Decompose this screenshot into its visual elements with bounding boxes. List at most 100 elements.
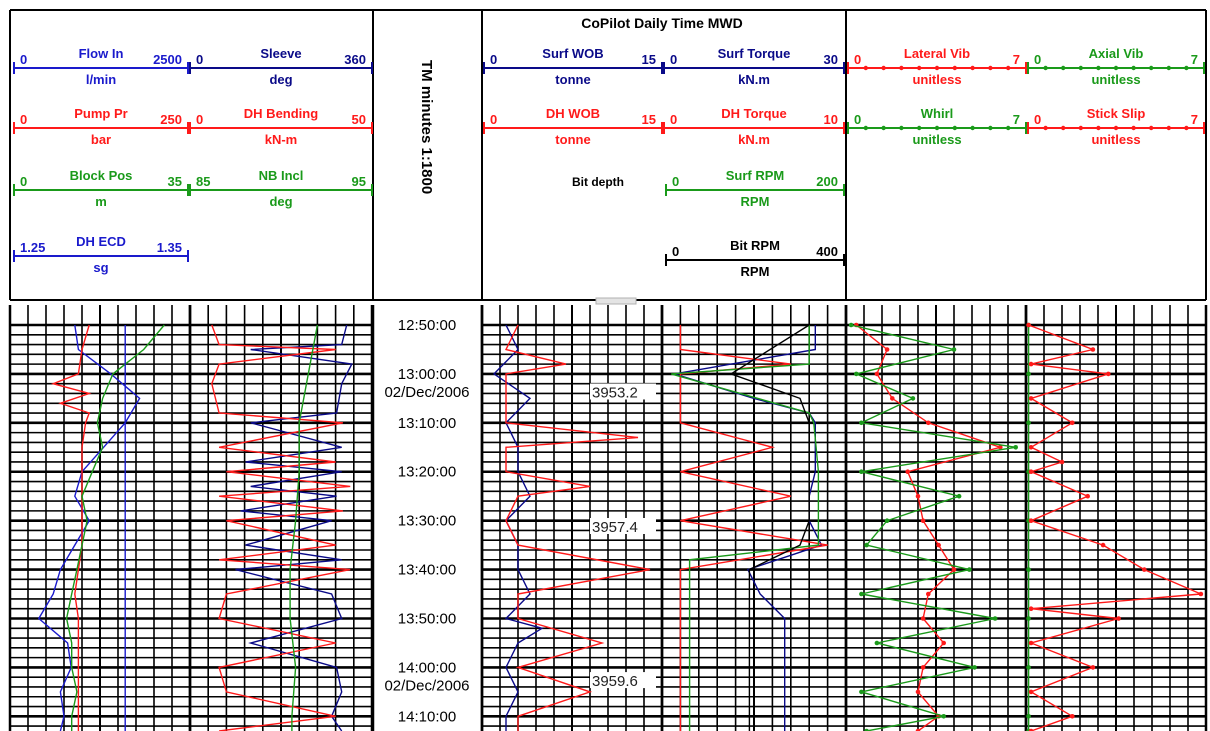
scale-min: 0: [670, 52, 677, 67]
scale-marker: [863, 125, 868, 131]
scale-min: 0: [490, 112, 497, 127]
curve-unit: unitless: [1091, 132, 1140, 147]
time-axis-label: TM minutes 1:1800: [418, 60, 435, 194]
scale-bit-rpm: 0 400 Bit RPM RPM: [665, 238, 845, 279]
depth-label-bg: [590, 518, 656, 534]
curve-name: NB Incl: [259, 168, 304, 183]
curve-name: Flow In: [79, 46, 124, 61]
curve-unit: kN.m: [738, 132, 770, 147]
scale-max: 95: [352, 174, 366, 189]
resize-handle[interactable]: [595, 297, 637, 305]
scale-min: 0: [196, 52, 203, 67]
series-point: [1028, 606, 1034, 611]
series-point: [1028, 361, 1034, 367]
scale-whirl: 0 7 Whirl unitless: [847, 106, 1027, 147]
scale-marker: [1061, 65, 1066, 71]
series-point: [1085, 493, 1090, 499]
scale-sleeve: 0 360 Sleeve deg: [189, 46, 373, 87]
series-point: [1070, 714, 1075, 719]
series-point: [864, 542, 869, 548]
curve-name: Axial Vib: [1089, 46, 1144, 61]
date-label: 02/Dec/2006: [384, 384, 469, 401]
series-point: [1026, 567, 1031, 572]
scale-marker: [881, 125, 886, 131]
scale-min: 0: [854, 52, 861, 67]
scale-marker: [1043, 125, 1048, 131]
series-point: [1100, 542, 1106, 548]
series-point: [1028, 640, 1034, 646]
scale-marker: [899, 65, 904, 71]
time-tick-label: 14:00:00: [398, 659, 456, 676]
series-point: [884, 518, 890, 523]
scale-min: 0: [20, 174, 27, 189]
series-whirl: [850, 324, 1016, 731]
scale-marker: [970, 65, 975, 71]
scale-dh-ecd: 1.25 1.35 DH ECD sg: [13, 234, 189, 275]
series-point: [1026, 322, 1031, 328]
scale-max: 15: [642, 112, 656, 127]
series-block-pos: [65, 324, 165, 731]
series-point: [905, 469, 910, 474]
scale-block-pos: 0 35 Block Pos m: [13, 168, 189, 209]
scale-dh-torque: 0 10 DH Torque kN.m: [663, 106, 845, 147]
scale-min: 0: [1034, 112, 1041, 127]
series-point: [890, 396, 895, 401]
scale-max: 10: [824, 112, 838, 127]
scale-marker: [1096, 65, 1101, 71]
scale-max: 1.35: [157, 240, 182, 255]
scale-surf-torque: 0 30 Surf Torque kN.m: [663, 46, 845, 87]
scale-stick-slip: 0 7 Stick Slip unitless: [1027, 106, 1205, 147]
curve-name: Lateral Vib: [904, 46, 970, 61]
scale-marker: [1149, 65, 1154, 71]
curve-unit: unitless: [1091, 72, 1140, 87]
curve-name: Surf Torque: [718, 46, 791, 61]
scale-marker: [1078, 65, 1084, 71]
time-tick-label: 13:40:00: [398, 562, 456, 579]
series-dh-wob: [504, 324, 651, 731]
scale-marker: [1061, 125, 1066, 131]
series-point: [941, 640, 946, 646]
series-point: [1059, 459, 1065, 465]
scale-marker: [1006, 65, 1011, 71]
scale-min: 0: [670, 112, 677, 127]
log-header: CoPilot Daily Time MWD TM minutes 1:1800…: [0, 0, 1210, 305]
scale-marker: [1184, 125, 1189, 131]
curve-unit: kN.m: [738, 72, 770, 87]
curve-unit: kN-m: [265, 132, 298, 147]
curve-unit: l/min: [86, 72, 116, 87]
series-point: [874, 640, 880, 646]
time-tick-label: 13:50:00: [398, 610, 456, 627]
scale-max: 400: [816, 244, 838, 259]
scale-pump-pr: 0 250 Pump Pr bar: [13, 106, 189, 147]
scale-min: 0: [854, 112, 861, 127]
curve-name: Whirl: [921, 106, 954, 121]
scale-marker: [952, 65, 957, 71]
scale-min: 0: [20, 52, 27, 67]
curve-unit: RPM: [741, 264, 770, 279]
curve-name: DH WOB: [546, 106, 600, 121]
series-point: [915, 728, 921, 731]
curve-name: DH Torque: [721, 106, 786, 121]
series-point: [941, 714, 946, 719]
series-point: [1028, 728, 1034, 731]
scale-dh-bending: 0 50 DH Bending kN-m: [189, 106, 373, 147]
curve-unit: bar: [91, 132, 111, 147]
scale-marker: [1166, 65, 1172, 71]
scale-marker: [988, 65, 993, 71]
series-point: [859, 591, 864, 597]
scale-min: 0: [20, 112, 27, 127]
series-dh-bending: [211, 324, 351, 731]
scale-marker: [1006, 125, 1011, 131]
scale-max: 360: [344, 52, 366, 67]
scale-max: 15: [642, 52, 656, 67]
series-point: [910, 396, 916, 401]
series-point: [859, 689, 864, 695]
series-point: [1026, 371, 1031, 377]
series-nb-incl: [289, 324, 319, 731]
scale-marker: [1078, 125, 1084, 131]
scale-marker: [1184, 65, 1189, 71]
series-point: [920, 616, 926, 621]
time-tick-label: 13:20:00: [398, 464, 456, 481]
chart-title: CoPilot Daily Time MWD: [581, 15, 743, 31]
series-point: [920, 665, 926, 670]
